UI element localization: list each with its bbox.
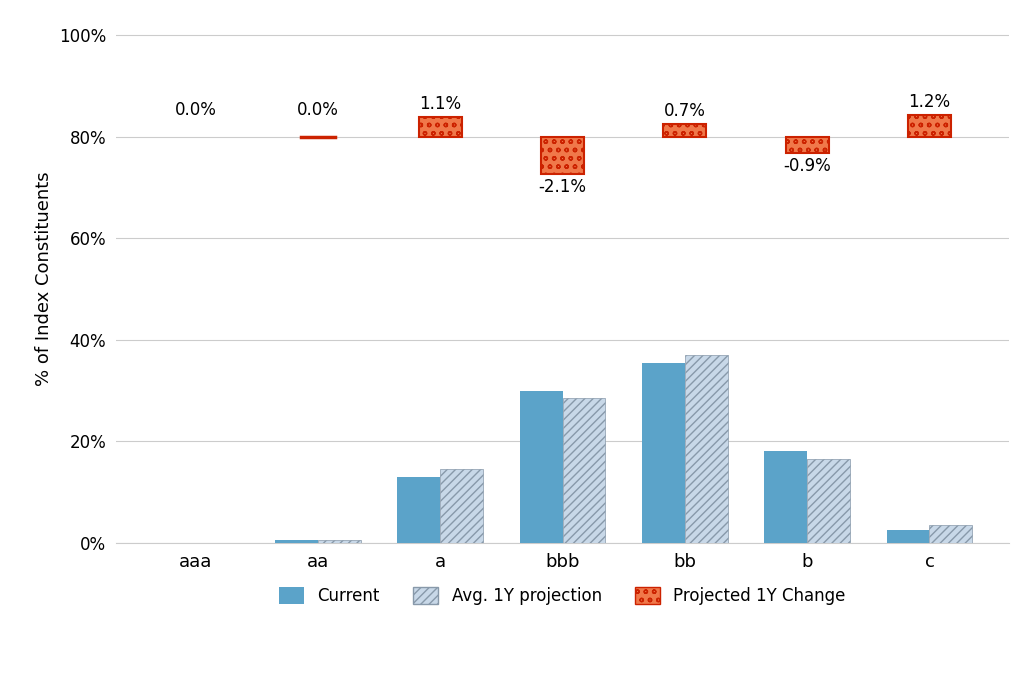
Bar [887,530,930,543]
Bar [317,540,360,543]
Text: -0.9%: -0.9% [783,157,831,175]
Bar [685,355,728,543]
Text: -2.1%: -2.1% [539,178,587,196]
Y-axis label: % of Index Constituents: % of Index Constituents [36,171,53,386]
Bar [764,451,807,543]
Bar [908,115,951,137]
Text: 0.7%: 0.7% [664,102,706,120]
Bar [520,391,562,543]
Bar [440,469,483,543]
Text: 1.2%: 1.2% [908,94,950,111]
Bar [275,540,317,543]
Text: 1.1%: 1.1% [419,95,461,113]
Bar [541,137,584,174]
Bar [930,525,973,543]
Text: 0.0%: 0.0% [297,101,339,119]
Bar [807,459,850,543]
Bar [562,398,605,543]
Legend: Current, Avg. 1Y projection, Projected 1Y Change: Current, Avg. 1Y projection, Projected 1… [271,579,854,613]
Bar [785,137,828,153]
Bar [664,124,707,137]
Text: 0.0%: 0.0% [174,101,216,119]
Bar [419,117,462,137]
Bar [397,477,440,543]
Bar [642,363,685,543]
